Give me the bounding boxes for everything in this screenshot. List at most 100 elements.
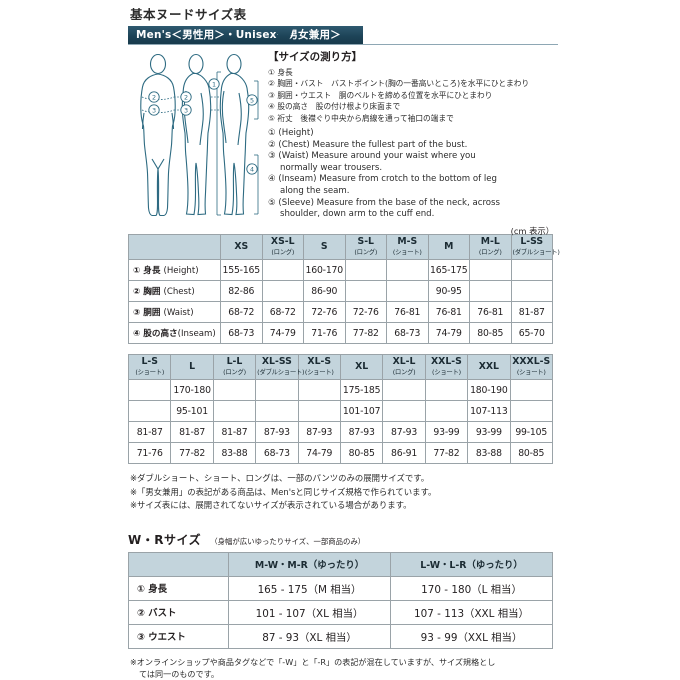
table1-cell-1-5: 90-95 [427,280,470,302]
svg-text:4: 4 [250,165,254,173]
table1-col-1: XS-L (ロング) [261,234,304,260]
instruction-en-1: ① (Height) [268,128,314,139]
table1-cell-1-2: 86-90 [303,280,346,302]
table2-col-1: L [170,354,214,380]
table1-col-7: L-SS (ダブルショート) [510,234,560,260]
table1-col-5: M [427,234,470,260]
table1-cell-2-1: 68-72 [261,301,304,323]
table1-cell-0-7 [510,259,553,281]
table-header-row: XS XS-L (ロング) S S-L (ロング) M-S (ショート) M M-L(… [128,234,560,260]
wr-title: W・Rサイズ [128,532,202,547]
instructions-heading: 【サイズの測り方】 [268,51,363,63]
table1-cell-2-3: 72-76 [344,301,387,323]
wr-cell-1-1: 107 - 113（XXL 相当） [390,599,553,625]
table2-col-2: L-L (ロング) [212,354,257,380]
table2-cell-2-6: 87-93 [382,421,426,443]
table2-cell-3-8: 83-88 [467,442,511,464]
table1-cell-0-5: 165-175 [427,259,470,281]
size-notes: ※ダブルショート、ショート、ロングは、一部のパンツのみの展開サイズです。 ※「男… [130,472,558,513]
instruction-en-5-cont: shoulder, down arm to the cuff end. [280,209,435,220]
table1-cell-1-0: 82-86 [220,280,263,302]
table-header-row: L-S (ショート) L L-L (ロング) XL-SS (ダブルショート) XL-S… [127,354,553,380]
table1-cell-2-7: 81-87 [510,301,553,323]
wr-row-1-label: ② バスト [128,599,229,625]
table2-cell-0-2 [212,379,257,401]
wr-cell-0-0: 165 - 175（M 相当） [228,575,391,601]
content-column: 基本ヌードサイズ表 Men's＜男性用＞・Unisex＜男女兼用＞ [127,0,560,680]
table2-cell-1-8: 107-113 [467,400,511,422]
table2-cell-2-7: 93-99 [424,421,469,443]
table1-col-6: M-L (ロング) [469,234,512,260]
table2-cell-2-4: 87-93 [297,421,341,443]
table2-col-3: XL-SS (ダブルショート) [255,354,305,380]
table-header-row: M-W・M-R（ゆったり） L-W・L-R（ゆったり） [128,551,553,577]
body-figures: 2 3 2 3 1 5 4 [138,51,268,230]
instruction-en-5: ⑤ (Sleeve) Measure from the base of the … [268,197,500,208]
wr-footnote-line-1: ※オンラインショップや商品タグなどで「-W」と「-R」の表記が混在していますが、… [130,656,496,667]
instruction-en-3-cont: normally wear trousers. [280,162,383,173]
table2-cell-1-2 [212,400,257,422]
table2-col-7: XXL-S (ショート) [424,354,469,380]
table-row: 95-101 101-107 107-113 [127,400,553,422]
size-note-1: ※ダブルショート、ショート、ロングは、一部のパンツのみの展開サイズです。 [130,473,430,483]
svg-text:5: 5 [250,96,254,104]
table1-corner [128,234,221,260]
wr-footnote-line-2: ては同一のものです。 [139,669,219,680]
table1-cell-0-6 [469,259,512,281]
table-row: ① 身長 165 - 175（M 相当） 170 - 180（L 相当） [128,575,553,601]
table1-cell-3-0: 68-73 [220,322,263,344]
table1-row-2-label: ③ 胴囲 (Waist) [128,301,221,323]
table1-cell-2-4: 76-81 [386,301,429,323]
table2-cell-0-1: 170-180 [170,379,214,401]
svg-text:3: 3 [152,106,156,114]
body-diagram-svg: 2 3 2 3 1 5 4 [140,53,259,217]
table2-cell-0-7 [424,379,469,401]
table2-cell-0-8: 180-190 [467,379,511,401]
figure-front [140,53,176,217]
table1-cell-3-4: 68-73 [386,322,429,344]
instruction-jp-2: ② 胸囲・バスト バストポイント(胸の一番高いところ)を水平にひとまわり [268,79,530,89]
wr-col-mw-mr: M-W・M-R（ゆったり） [228,551,391,577]
svg-text:2: 2 [184,93,188,101]
table1-cell-0-1 [261,259,304,281]
table1-cell-2-6: 76-81 [469,301,512,323]
table1-cell-3-6: 80-85 [469,322,512,344]
table2-cell-2-8: 93-99 [467,421,511,443]
size-table-ls-to-xxxls: L-S (ショート) L L-L (ロング) XL-SS (ダブルショート) XL-S… [127,354,553,464]
table-row: ③ ウエスト 87 - 93（XL 相当） 93 - 99（XXL 相当） [128,623,553,649]
table2-cell-2-2: 81-87 [212,421,257,443]
wr-col-lw-lr: L-W・L-R（ゆったり） [390,551,553,577]
wr-footnote: ※オンラインショップや商品タグなどで「-W」と「-R」の表記が混在していますが、… [130,656,558,680]
table1-col-2: S [303,234,346,260]
table2-col-0: L-S (ショート) [127,354,172,380]
table2-cell-2-1: 81-87 [170,421,214,443]
instruction-jp-4: ④ 股の高さ 股の付け根より床面まで [268,102,401,112]
table1-col-3: S-L (ロング) [344,234,387,260]
measurement-guide: 2 3 2 3 1 5 4 【サイズの測り方】 ① 身長 ② 胸囲・バスト バス… [128,49,558,236]
table1-cell-3-3: 77-82 [344,322,387,344]
table1-col-0: XS [220,234,263,260]
wr-cell-2-1: 93 - 99（XXL 相当） [390,623,553,649]
table2-cell-3-5: 80-85 [339,442,384,464]
table2-cell-2-3: 87-93 [255,421,299,443]
table2-col-4: XL-S (ショート) [297,354,341,380]
instruction-en-2: ② (Chest) Measure the fullest part of th… [268,139,468,150]
table2-cell-1-1: 95-101 [170,400,214,422]
table-row: 170-180 175-185 180-190 [127,379,553,401]
table1-cell-1-3 [344,280,387,302]
table1-cell-1-4 [386,280,429,302]
table2-cell-3-1: 77-82 [170,442,214,464]
svg-text:2: 2 [152,93,156,101]
size-table-xs-to-lss: XS XS-L (ロング) S S-L (ロング) M-S (ショート) M M-L(… [128,234,560,344]
wr-cell-0-1: 170 - 180（L 相当） [390,575,553,601]
wr-corner [128,551,229,577]
table2-cell-0-3 [255,379,299,401]
table2-cell-0-0 [127,379,172,401]
table2-col-6: XL-L (ロング) [382,354,426,380]
wr-subtitle: （身幅が広いゆったりサイズ、一部商品のみ） [210,536,366,546]
wr-size-table: M-W・M-R（ゆったり） L-W・L-R（ゆったり） ① 身長 165 - 1… [128,551,553,649]
instruction-jp-1: ① 身長 [268,68,293,77]
table2-col-9: XXXL-S (ショート) [509,354,553,380]
table1-cell-2-2: 72-76 [303,301,346,323]
banner-underline [128,44,558,45]
